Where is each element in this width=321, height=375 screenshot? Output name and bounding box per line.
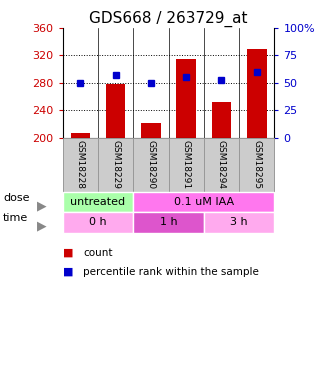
Text: GSM18294: GSM18294 (217, 141, 226, 189)
Bar (63, 192, 133, 212)
Bar (177, 59, 196, 138)
Bar (169, 138, 204, 192)
Bar (133, 192, 274, 212)
Bar (247, 49, 266, 138)
Bar (212, 102, 231, 138)
Bar (204, 138, 239, 192)
Bar (141, 123, 160, 138)
Text: GSM18290: GSM18290 (146, 140, 155, 189)
Bar (239, 138, 274, 192)
Bar (204, 212, 274, 232)
Text: 0 h: 0 h (89, 217, 107, 228)
Text: ▶: ▶ (37, 220, 47, 233)
Text: ▶: ▶ (37, 200, 47, 213)
Bar (106, 84, 125, 138)
Text: GSM18291: GSM18291 (182, 140, 191, 189)
Bar (63, 138, 98, 192)
Bar (63, 212, 133, 232)
Text: ■: ■ (63, 267, 73, 277)
Text: 1 h: 1 h (160, 217, 177, 228)
Text: GSM18228: GSM18228 (76, 141, 85, 189)
Text: dose: dose (3, 193, 30, 203)
Title: GDS668 / 263729_at: GDS668 / 263729_at (89, 10, 248, 27)
Bar (71, 133, 90, 138)
Text: count: count (83, 248, 113, 258)
Text: GSM18295: GSM18295 (252, 140, 261, 189)
Bar (98, 138, 133, 192)
Bar (133, 212, 204, 232)
Text: time: time (3, 213, 29, 223)
Text: GSM18229: GSM18229 (111, 141, 120, 189)
Text: untreated: untreated (70, 197, 126, 207)
Text: ■: ■ (63, 248, 73, 258)
Text: 0.1 uM IAA: 0.1 uM IAA (174, 197, 234, 207)
Text: 3 h: 3 h (230, 217, 248, 228)
Bar (133, 138, 169, 192)
Text: percentile rank within the sample: percentile rank within the sample (83, 267, 259, 277)
